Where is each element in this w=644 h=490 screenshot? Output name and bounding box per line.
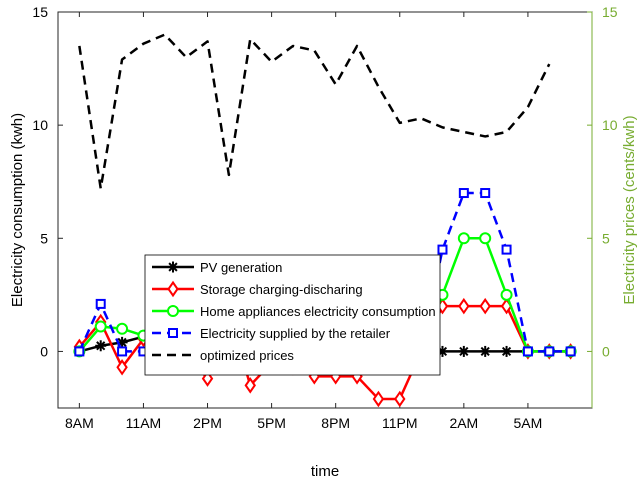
data-point-circle	[167, 305, 179, 317]
data-point-square	[458, 188, 469, 199]
asterisk-stroke	[168, 262, 178, 272]
asterisk-stroke	[480, 346, 490, 357]
y-tick-label-left: 15	[32, 4, 48, 20]
y-tick-label-left: 0	[40, 343, 48, 359]
data-point-square	[95, 298, 106, 309]
data-point-square	[480, 188, 491, 199]
data-point-square	[117, 346, 128, 357]
legend-entry: PV generation	[152, 260, 282, 275]
data-point-asterisk	[458, 345, 470, 357]
data-point-asterisk	[95, 340, 107, 352]
data-point-diamond	[394, 390, 406, 408]
asterisk-stroke	[501, 346, 512, 357]
data-point-diamond	[116, 359, 128, 376]
legend: PV generation Storage charging-discharin…	[144, 254, 441, 376]
data-point-square	[437, 244, 448, 255]
data-point-square	[501, 244, 512, 255]
x-tick-label: 11PM	[382, 415, 418, 431]
asterisk-stroke	[459, 346, 469, 357]
y-tick-label-right: 5	[602, 230, 610, 246]
series-line	[78, 33, 551, 190]
y-tick-label-left: 5	[40, 230, 48, 246]
y-tick-label-left: 10	[32, 117, 48, 133]
y-tick-label-right: 15	[602, 4, 618, 20]
x-tick-label: 2PM	[193, 415, 222, 431]
x-tick-label: 2AM	[449, 415, 478, 431]
legend-box	[144, 254, 441, 376]
y-axis-label-right: Electricity prices (cents/kwh)	[621, 115, 638, 304]
legend-label: Home appliances electricity consumption	[200, 304, 436, 319]
data-point-diamond	[479, 297, 491, 315]
data-point-circle	[116, 322, 129, 335]
data-point-square	[522, 346, 533, 357]
legend-entry: Storage charging-discharing	[152, 280, 363, 298]
data-point-asterisk	[501, 345, 513, 357]
series-4	[78, 33, 551, 190]
data-point-diamond	[458, 297, 470, 315]
legend-entry: optimized prices	[152, 348, 294, 363]
x-tick-label: 8PM	[321, 415, 350, 431]
legend-entry: Electricity supplied by the retailer	[152, 326, 391, 341]
data-point-diamond	[372, 390, 385, 408]
data-point-square	[565, 346, 576, 357]
x-tick-label: 8AM	[65, 415, 94, 431]
legend-label: Electricity supplied by the retailer	[200, 326, 391, 341]
axes: 8AM 11AM 2PM 5PM 8PM 11PM 2AM 5AM 0 5 10 15 0 5 10 15	[32, 4, 617, 431]
x-tick-label: 5AM	[514, 415, 543, 431]
data-point-circle	[500, 288, 513, 301]
data-point-diamond	[167, 280, 179, 298]
data-point-square	[544, 346, 555, 357]
data-point-asterisk	[479, 345, 491, 357]
y-tick-label-right: 0	[602, 343, 610, 359]
data-point-diamond	[244, 377, 256, 394]
x-axis-label: time	[311, 463, 339, 480]
data-point-square	[74, 346, 85, 357]
legend-label: optimized prices	[200, 348, 294, 363]
data-point-circle	[94, 320, 107, 333]
data-point-circle	[479, 232, 492, 245]
y-tick-label-right: 10	[602, 117, 618, 133]
x-tick-label: 11AM	[126, 415, 162, 431]
data-point-circle	[457, 232, 470, 245]
legend-label: PV generation	[200, 260, 282, 275]
data-point-square	[168, 328, 178, 338]
asterisk-stroke	[96, 341, 106, 351]
legend-label: Storage charging-discharing	[200, 282, 363, 297]
y-axis-label-left: Electricity consumption (kwh)	[9, 113, 26, 307]
data-point-asterisk	[167, 261, 179, 273]
legend-entry: Home appliances electricity consumption	[152, 304, 436, 319]
x-tick-label: 5PM	[257, 415, 286, 431]
